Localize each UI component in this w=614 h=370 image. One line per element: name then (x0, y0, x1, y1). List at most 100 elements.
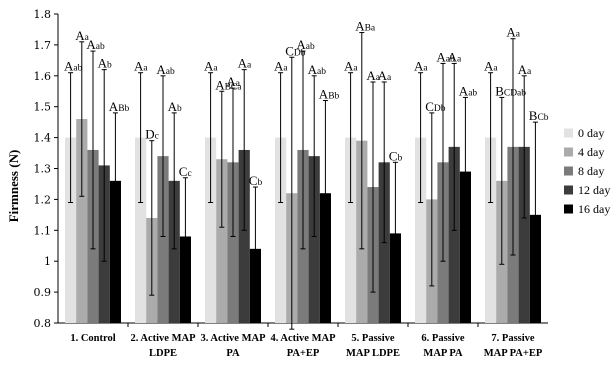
significance-label: Aa (414, 59, 428, 74)
bar (157, 156, 169, 323)
significance-letter: A (238, 56, 248, 71)
category-label: 5. Passive (351, 333, 395, 344)
significance-letter: A (86, 37, 96, 52)
significance-label: Aa (518, 62, 532, 77)
significance-subscript: Ba (365, 24, 376, 34)
y-axis-label: Firmness (N) (6, 150, 21, 223)
category-label: 2. Active MAP (130, 333, 196, 344)
bar (168, 180, 180, 323)
significance-letter: C (389, 148, 398, 163)
bar (459, 171, 471, 323)
significance-subscript: Bb (328, 92, 339, 102)
y-tick-label: 1.6 (34, 70, 52, 83)
category-label: MAP PA (423, 348, 463, 359)
y-tick-label: 1.7 (34, 39, 52, 52)
y-tick-label: 1.5 (34, 101, 52, 114)
significance-subscript: a (283, 64, 288, 74)
axes: 0.8 0.9 1 1.1 1.2 1.3 1.4 1.5 1.6 1.7 1.8 1. Contro… (34, 8, 548, 359)
significance-label: Ab (168, 99, 182, 114)
category-label: PA+EP (287, 348, 320, 359)
significance-label: Aa (366, 68, 380, 83)
significance-letter: A (274, 59, 284, 74)
significance-letter: A (366, 68, 376, 83)
significance-label: Aa (274, 59, 288, 74)
significance-letter: B (495, 83, 504, 98)
significance-label: CDb (425, 99, 446, 114)
significance-letter: A (64, 59, 74, 74)
significance-letter: C (249, 173, 258, 188)
y-tick-label: 1.1 (34, 224, 52, 237)
bar (518, 146, 530, 323)
significance-label: Aa (134, 59, 148, 74)
significance-subscript: a (516, 30, 521, 40)
significance-letter: A (98, 56, 108, 71)
significance-letter: A (226, 74, 236, 89)
significance-label: BCDab (495, 83, 526, 98)
significance-subscript: BCa (225, 82, 243, 92)
bar (415, 137, 427, 323)
significance-label: BCb (529, 108, 549, 123)
significance-subscript: ab (317, 67, 326, 77)
bar (135, 137, 147, 323)
legend-label: 4 day (578, 145, 604, 159)
legend-swatch (564, 204, 573, 214)
significance-subscript: a (85, 33, 90, 43)
significance-subscript: ab (166, 67, 175, 77)
significance-subscript: ab (468, 88, 477, 98)
y-tick-label: 1.3 (34, 163, 52, 176)
bar (448, 146, 460, 323)
category-label: PA (226, 348, 240, 359)
significance-label: ABb (109, 99, 130, 114)
y-tick-label: 0.9 (34, 286, 52, 299)
significance-subscript: ab (446, 54, 455, 64)
significance-label: Aa (75, 28, 89, 43)
category-label: MAP PA+EP (484, 348, 543, 359)
significance-letter: C (179, 164, 188, 179)
category-label: 7. Passive (491, 333, 535, 344)
significance-letter: A (75, 28, 85, 43)
category-label: MAP LDPE (346, 348, 400, 359)
significance-letter: A (109, 99, 119, 114)
significance-subscript: ab (306, 42, 315, 52)
significance-subscript: a (353, 64, 358, 74)
category-label: 4. Active MAP (270, 333, 336, 344)
significance-letter: A (355, 19, 365, 34)
significance-letter: A (448, 49, 458, 64)
significance-label: Aab (296, 37, 315, 52)
significance-subscript: a (247, 61, 252, 71)
significance-label: Aa (506, 25, 520, 40)
category-label: LDPE (149, 348, 177, 359)
y-tick-label: 1 (44, 255, 51, 268)
significance-letter: A (506, 25, 516, 40)
bar (485, 137, 497, 323)
significance-label: ABa (355, 19, 376, 34)
legend: 0 day 4 day 8 day 12 day 16 day (564, 126, 610, 216)
significance-label: Aab (156, 62, 175, 77)
significance-letter: C (425, 99, 434, 114)
significance-label: Aab (86, 37, 105, 52)
significance-subscript: b (257, 178, 262, 188)
significance-label: CDb (285, 43, 306, 58)
category-label: 1. Control (70, 333, 115, 344)
significance-letter: A (215, 77, 225, 92)
y-tick-label: 1.8 (34, 8, 52, 21)
significance-letter: D (145, 127, 154, 142)
significance-subscript: c (155, 132, 159, 142)
category-label: 3. Active MAP (200, 333, 266, 344)
legend-label: 8 day (578, 164, 604, 178)
legend-swatch (564, 128, 573, 138)
significance-label: Aab (436, 49, 455, 64)
significance-subscript: a (387, 73, 392, 83)
significance-label: ABCa (215, 77, 242, 92)
legend-swatch (564, 166, 573, 176)
significance-label: Aa (484, 59, 498, 74)
significance-letter: A (378, 68, 388, 83)
significance-subscript: ab (73, 64, 82, 74)
significance-label: ABb (319, 87, 340, 102)
bar (216, 159, 228, 323)
significance-label: Cc (179, 164, 192, 179)
significance-label: Cb (389, 148, 403, 163)
bar (238, 149, 250, 323)
